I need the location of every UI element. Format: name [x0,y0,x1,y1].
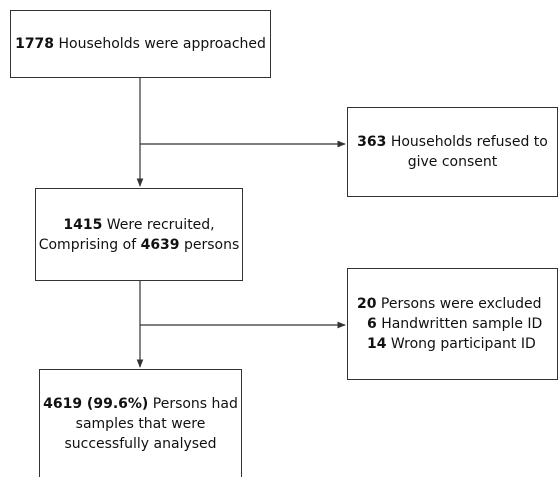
households-refused-label-1: Households refused to [386,134,548,150]
households-refused-box: 363 Households refused to give consent [347,107,558,197]
households-refused-count: 363 [357,134,387,150]
persons-excluded-line: 20 Persons were excluded [357,294,542,314]
persons-analysed-box: 4619 (99.6%) Persons had samples that we… [39,369,242,477]
persons-analysed-line-1: 4619 (99.6%) Persons had [43,394,238,414]
recruited-label: Were recruited, [102,216,215,233]
persons-analysed-count: 4619 (99.6%) [43,395,149,412]
persons-analysed-label-1: Persons had [148,395,238,412]
households-approached-text: 1778 Households were approached [15,34,266,54]
households-refused-line-2: give consent [407,154,498,170]
exclusion-reason-wrong-id: 14 Wrong participant ID [357,334,536,354]
recruited-persons-count: 4639 [140,236,180,253]
recruited-line-2: Comprising of 4639 persons [39,235,240,255]
recruited-persons-prefix: Comprising of [38,236,141,253]
exclusion-reason-label: Handwritten sample ID [376,316,543,332]
persons-excluded-box: 20 Persons were excluded 6 Handwritten s… [347,268,558,380]
persons-excluded-label: Persons were excluded [376,296,542,312]
recruited-persons-suffix: persons [179,236,240,253]
households-approached-label: Households were approached [54,36,266,52]
exclusion-reason-count: 6 [367,316,377,332]
recruited-line-1: 1415 Were recruited, [63,215,214,235]
households-approached-count: 1778 [15,36,55,52]
households-refused-line-1: 363 Households refused to [357,132,548,152]
recruited-count: 1415 [63,216,103,233]
recruited-box: 1415 Were recruited, Comprising of 4639 … [35,188,243,281]
persons-excluded-count: 20 [357,296,377,312]
households-approached-box: 1778 Households were approached [10,10,271,78]
exclusion-reason-handwritten: 6 Handwritten sample ID [357,314,542,334]
exclusion-reason-count: 14 [367,336,387,352]
persons-analysed-line-2: samples that were [75,415,206,432]
exclusion-reason-label: Wrong participant ID [386,336,536,352]
persons-analysed-line-3: successfully analysed [64,435,217,452]
